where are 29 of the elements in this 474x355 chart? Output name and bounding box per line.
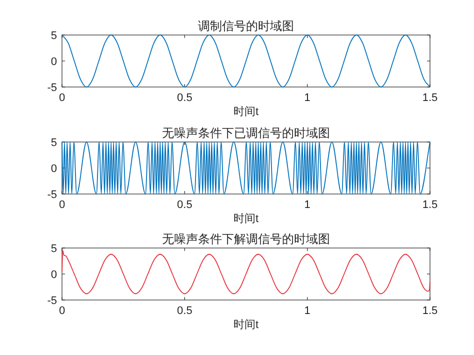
y-tick-label: -5: [47, 189, 57, 201]
x-tick-label: 1: [304, 199, 310, 211]
y-tick-label: -5: [47, 82, 57, 94]
chart-title: 无噪声条件下已调信号的时域图: [162, 126, 330, 140]
y-tick-label: 0: [50, 163, 57, 175]
y-tick-label: 5: [50, 137, 57, 149]
chart-title: 无噪声条件下解调信号的时域图: [162, 232, 330, 246]
line-series: [62, 34, 430, 88]
x-tick-label: 1.5: [422, 92, 438, 104]
x-tick-label: 0.5: [177, 199, 192, 211]
x-axis-title: 时间t: [233, 318, 259, 331]
y-tick-label: 5: [50, 30, 57, 42]
chart-title: 调制信号的时域图: [198, 19, 294, 33]
x-tick-label: 1: [304, 305, 310, 317]
line-series: [62, 250, 430, 294]
x-axis-title: 时间t: [233, 105, 259, 118]
x-tick-label: 0: [58, 305, 66, 317]
x-tick-label: 1.5: [422, 305, 438, 317]
y-tick-label: 0: [50, 56, 57, 68]
y-tick-label: 5: [50, 243, 57, 255]
y-tick-label: 0: [50, 269, 57, 281]
x-tick-label: 0: [58, 92, 66, 104]
x-tick-label: 0.5: [177, 92, 192, 104]
y-tick-label: -5: [47, 295, 57, 307]
x-tick-label: 0: [58, 199, 66, 211]
x-tick-label: 1.5: [422, 199, 438, 211]
x-axis-title: 时间t: [233, 212, 259, 225]
x-tick-label: 0.5: [177, 305, 192, 317]
x-tick-label: 1: [304, 92, 310, 104]
